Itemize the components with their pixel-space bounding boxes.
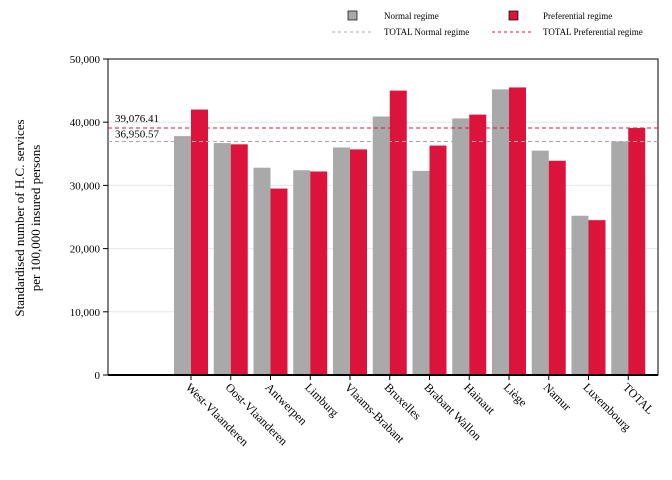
bar-normal: [531, 150, 549, 375]
x-tick-label: Liège: [501, 380, 530, 409]
bar-preferential: [230, 144, 248, 375]
bar-normal: [492, 89, 509, 375]
legend-label-total-preferential: TOTAL Preferential regime: [543, 27, 643, 37]
x-tick-label: TOTAL: [620, 380, 657, 417]
bar-normal: [452, 118, 470, 376]
x-tick-label: Limburg: [302, 380, 341, 419]
bar-normal: [213, 143, 231, 375]
bar-normal: [253, 167, 271, 375]
x-tick-label: Hainaut: [461, 380, 498, 417]
bar-normal: [571, 215, 589, 375]
reference-label-total-preferential: 39,076.41: [115, 113, 159, 125]
bar-preferential: [509, 87, 526, 375]
legend-swatch-preferential: [508, 10, 519, 21]
bar-normal: [412, 170, 430, 375]
bar-preferential: [429, 145, 447, 375]
bar-preferential: [270, 188, 288, 375]
bar-preferential: [548, 160, 566, 375]
bar-preferential: [389, 90, 407, 375]
bar-normal: [333, 147, 350, 375]
y-tick-label: 10,000: [70, 307, 101, 319]
x-tick-label: Namur: [541, 380, 574, 413]
y-axis-title-line-1: Standardised number of H.C. services: [12, 119, 27, 316]
legend: Normal regime Preferential regime TOTAL …: [332, 10, 643, 37]
bar-normal: [372, 116, 390, 376]
y-axis-title-line-2: per 100,000 insured persons: [28, 145, 43, 292]
y-tick-label: 20,000: [70, 244, 101, 256]
reference-label-total-normal: 36,950.57: [115, 128, 160, 140]
legend-label-total-normal: TOTAL Normal regime: [384, 27, 469, 37]
legend-label-normal: Normal regime: [384, 11, 439, 21]
y-tick-label: 30,000: [70, 180, 101, 192]
y-tick-label: 40,000: [70, 117, 101, 129]
legend-label-preferential: Preferential regime: [543, 11, 612, 21]
y-tick-label: 0: [95, 370, 101, 382]
bar-preferential: [469, 114, 487, 375]
bar-normal: [293, 170, 311, 375]
plot-area: 010,00020,00030,00040,00050,000West-Vlaa…: [70, 54, 659, 449]
bar-normal: [174, 136, 191, 375]
bar-preferential: [628, 128, 646, 375]
bar-preferential: [350, 149, 367, 375]
bar-preferential: [588, 220, 606, 375]
y-tick-label: 50,000: [70, 54, 101, 66]
bar-normal: [611, 141, 629, 375]
bar-preferential: [191, 109, 208, 375]
legend-swatch-normal: [347, 10, 358, 21]
bar-preferential: [310, 171, 328, 375]
